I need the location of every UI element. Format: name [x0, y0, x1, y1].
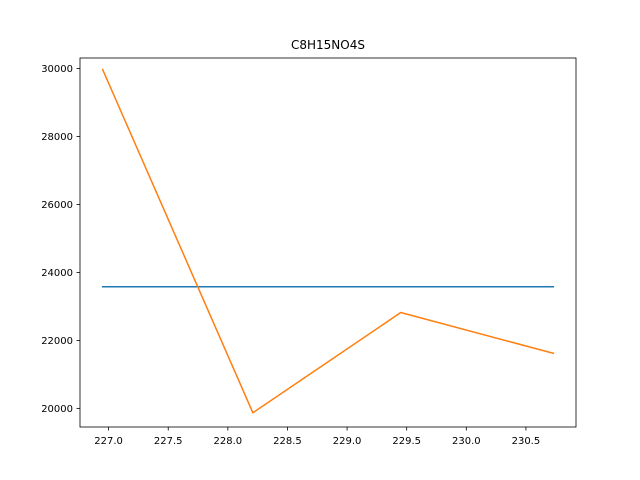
x-tick-label: 227.0 [94, 436, 123, 447]
x-tick-label: 228.5 [273, 436, 302, 447]
y-tick-label: 20000 [41, 404, 73, 415]
y-tick-label: 28000 [41, 132, 73, 143]
y-tick-label: 26000 [41, 200, 73, 211]
y-axis-ticks: 20000 22000 24000 26000 28000 30000 [41, 64, 80, 415]
x-tick-label: 230.0 [452, 436, 481, 447]
y-tick-label: 22000 [41, 336, 73, 347]
x-tick-label: 230.5 [512, 436, 541, 447]
series-layer [101, 68, 555, 414]
y-tick-label: 30000 [41, 64, 73, 75]
series-line-1 [101, 68, 555, 414]
x-tick-label: 228.0 [214, 436, 243, 447]
y-tick-label: 24000 [41, 268, 73, 279]
x-axis-ticks: 227.0 227.5 228.0 228.5 229.0 229.5 230.0 230.5 [94, 427, 540, 447]
x-tick-label: 229.5 [392, 436, 421, 447]
x-tick-label: 227.5 [154, 436, 183, 447]
plot-area [80, 58, 576, 427]
plot-frame [79, 57, 577, 428]
chart-title: C8H15NO4S [291, 38, 365, 52]
x-tick-label: 229.0 [333, 436, 362, 447]
